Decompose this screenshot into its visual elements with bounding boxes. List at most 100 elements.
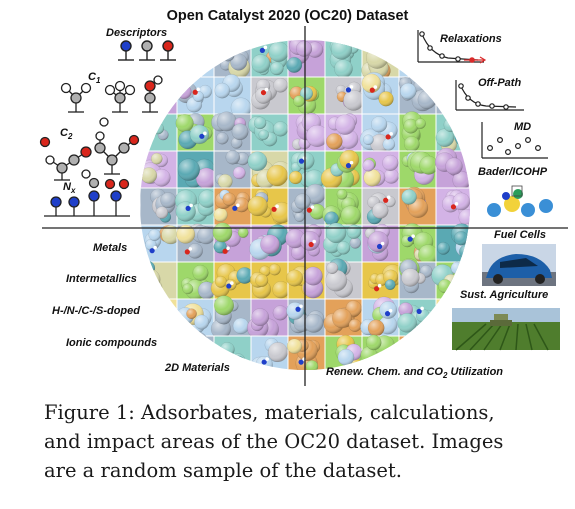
atom-highlight <box>349 237 361 249</box>
descriptor-molecules <box>118 40 176 61</box>
atom-sphere <box>143 307 166 329</box>
atom-highlight <box>324 211 339 226</box>
atom-highlight <box>236 267 253 284</box>
atom-sphere <box>158 93 173 108</box>
adsorbate-atom <box>295 306 301 312</box>
figure-1: Open Catalyst 2020 (OC20) Dataset <box>39 8 568 386</box>
bader-icohp-label: Bader/ICOHP <box>478 166 548 178</box>
atom-highlight <box>454 127 470 147</box>
atom-highlight <box>238 360 251 370</box>
nx-molecules <box>44 169 130 217</box>
atom-highlight <box>144 318 162 335</box>
atom-highlight <box>144 281 158 294</box>
adsorbate-atom <box>454 202 459 206</box>
material-intermetallics: Intermetallics <box>66 273 137 285</box>
material-2d: 2D Materials <box>165 362 230 374</box>
atom-highlight <box>269 263 281 276</box>
atom-sphere <box>406 334 429 357</box>
atom-highlight <box>193 46 206 60</box>
atom-highlight <box>141 124 157 140</box>
adsorbate-atom <box>306 207 312 213</box>
adsorbate-atom <box>376 243 383 250</box>
adsorbate-atom <box>420 306 424 311</box>
descriptor-h-icon <box>118 40 134 61</box>
adsorbate-atom <box>196 87 201 92</box>
atom-highlight <box>415 118 426 129</box>
atom-highlight <box>326 262 339 274</box>
atom-highlight <box>378 91 394 107</box>
atom-highlight <box>366 334 382 351</box>
atom-highlight <box>255 356 273 370</box>
adsorbate-atom <box>259 47 265 53</box>
atom-highlight <box>401 268 420 287</box>
adsorbate-atom <box>345 163 352 169</box>
atom-highlight <box>404 136 420 152</box>
atom-highlight <box>363 134 374 145</box>
atom-highlight <box>177 84 192 99</box>
adsorbate-atom <box>349 160 354 165</box>
atom-highlight <box>143 122 157 136</box>
atom-highlight <box>331 40 352 60</box>
adsorbate-atom <box>312 239 316 244</box>
atom-highlight <box>153 169 171 187</box>
atom-highlight <box>454 231 469 246</box>
atom-highlight <box>272 281 290 299</box>
adsorbate-atom <box>263 45 268 50</box>
atom-highlight <box>419 156 438 175</box>
atom-highlight <box>152 122 164 135</box>
atom-highlight <box>195 47 210 62</box>
atom-highlight <box>382 138 395 151</box>
adsorbate-atom <box>260 89 267 96</box>
atom-highlight <box>403 118 419 134</box>
adsorbate-atom <box>383 197 389 203</box>
atom-sphere <box>142 122 157 136</box>
atom-sphere <box>401 40 424 58</box>
adsorbate-atom <box>275 204 279 209</box>
atom-highlight <box>187 243 203 259</box>
atom-highlight <box>221 48 235 62</box>
atom-highlight <box>272 305 288 321</box>
atom-sphere <box>144 280 158 295</box>
material-doped: H-/N-/C-/S-doped <box>52 305 140 317</box>
atom-highlight <box>212 222 233 243</box>
off-path-label: Off-Path <box>478 77 522 89</box>
atom-sphere <box>178 43 195 60</box>
atom-highlight <box>402 40 424 58</box>
atom-highlight <box>160 192 176 208</box>
atom-highlight <box>418 244 439 265</box>
atom-highlight <box>336 241 350 255</box>
atom-highlight <box>270 61 284 75</box>
atom-sphere <box>181 52 197 67</box>
atom-highlight <box>339 150 359 170</box>
atom-highlight <box>459 244 470 260</box>
figure-artwork: C1 C2 Nx Renew. Chem. and CO2 Utilizatio… <box>39 26 568 386</box>
atom-highlight <box>197 226 215 245</box>
atom-highlight <box>362 159 375 172</box>
atom-highlight <box>332 308 352 328</box>
atom-highlight <box>162 339 179 357</box>
atom-highlight <box>326 133 343 150</box>
atom-highlight <box>450 62 462 75</box>
atom-highlight <box>189 124 209 144</box>
atom-highlight <box>268 342 288 362</box>
adsorbate-atom <box>369 87 375 93</box>
atom-highlight <box>294 211 305 222</box>
adsorbate-atom <box>377 283 382 288</box>
material-metals: Metals <box>93 242 128 254</box>
caption-line: are a random sample of the dataset. <box>44 459 402 482</box>
atom-highlight <box>148 229 161 241</box>
atom-highlight <box>435 128 454 147</box>
atom-highlight <box>216 132 229 145</box>
atom-sphere <box>442 95 457 111</box>
bader-icohp-image <box>478 184 558 220</box>
atom-sphere <box>162 338 179 355</box>
atom-highlight <box>195 41 217 63</box>
atom-highlight <box>459 139 470 150</box>
adsorbate-atom <box>157 96 162 100</box>
fuel-cell-car-image <box>482 244 556 286</box>
atom-sphere <box>399 49 413 63</box>
c2-label: C2 <box>60 127 73 141</box>
atom-sphere <box>142 315 160 333</box>
atom-highlight <box>383 168 399 184</box>
adsorbate-atom <box>226 283 232 289</box>
